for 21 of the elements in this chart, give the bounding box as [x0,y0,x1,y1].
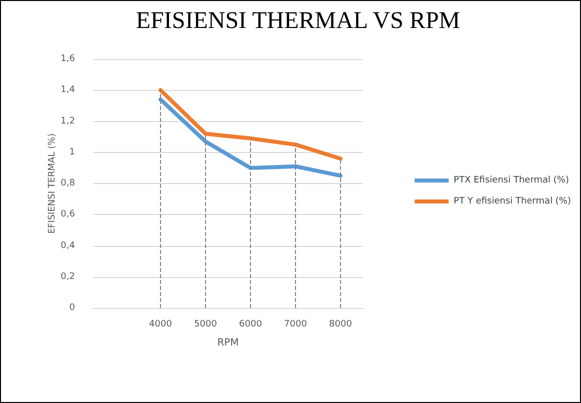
y-tick-label: 1,2 [60,116,75,126]
y-tick-label: 0,6 [60,210,76,220]
line-series [158,88,342,161]
y-tick-label: 1,6 [60,54,76,64]
legend-label: PT Y efisiensi Thermal (%) [454,196,572,206]
chart-title: EFISIENSI THERMAL VS RPM [136,8,460,34]
x-axis-title: RPM [217,338,239,348]
x-tick-label: 6000 [239,320,262,330]
x-tick-label: 5000 [194,320,218,330]
x-tick-label: 4000 [149,320,172,330]
y-tick-label: 1,4 [60,85,76,96]
y-tick-label: 0,2 [60,272,75,282]
y-tick-label: 0,4 [60,240,76,251]
x-tick-label: 7000 [284,320,308,330]
line-series [158,97,342,178]
y-tick-label: 1 [69,147,75,158]
x-tick-label: 8000 [329,320,352,330]
legend-label: PTX Efisiensi Thermal (%) [454,176,569,186]
y-axis-title: EFISIENSI TERMAL (%) [47,133,58,234]
y-tick-label: 0 [69,303,76,313]
y-tick-label: 0,8 [60,178,76,188]
